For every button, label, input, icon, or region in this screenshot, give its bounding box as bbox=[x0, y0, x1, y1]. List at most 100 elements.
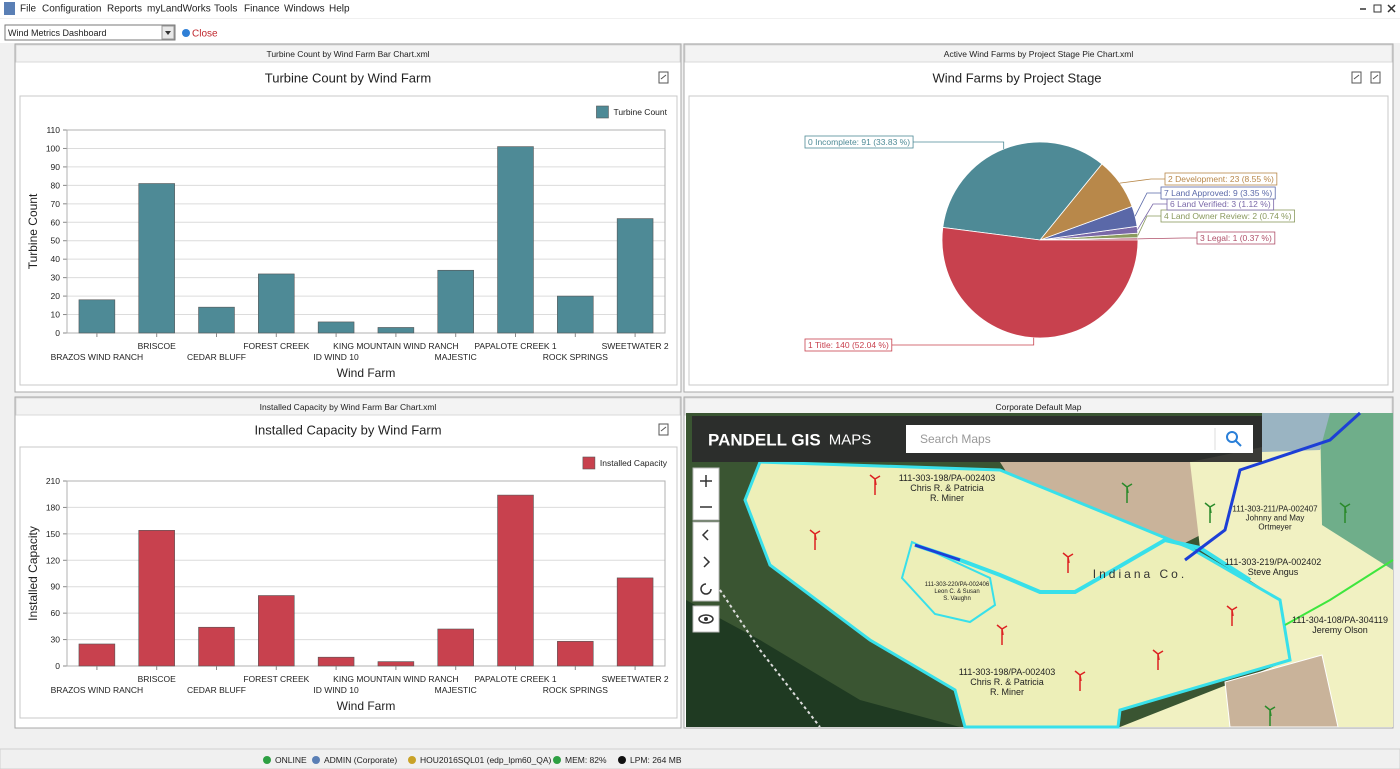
bar bbox=[437, 269, 474, 334]
parcel-small bbox=[900, 540, 997, 624]
y-tick-label: 100 bbox=[46, 143, 60, 153]
bar bbox=[437, 628, 474, 667]
status-icon bbox=[263, 756, 271, 764]
turbine-icon bbox=[1062, 552, 1074, 573]
brand: PANDELL GIS bbox=[708, 431, 821, 450]
parcel-tan-2 bbox=[1224, 654, 1339, 728]
y-tick-label: 150 bbox=[46, 529, 60, 539]
x-tick-label: ROCK SPRINGS bbox=[543, 352, 609, 362]
parcel-label: Steve Angus bbox=[1248, 567, 1299, 577]
legend-swatch bbox=[582, 456, 596, 470]
restore[interactable] bbox=[1373, 4, 1382, 13]
export-icon-line bbox=[1353, 74, 1360, 80]
chart-title: Installed Capacity by Wind Farm bbox=[254, 423, 441, 438]
leader-line bbox=[1137, 215, 1161, 236]
turbine-icon bbox=[1264, 705, 1276, 726]
status-item: MEM: 82% bbox=[565, 755, 607, 765]
close-window[interactable] bbox=[1387, 4, 1396, 13]
close-button[interactable]: Close bbox=[192, 29, 218, 40]
x-tick-label: MAJESTIC bbox=[435, 685, 477, 695]
bar bbox=[616, 577, 654, 667]
menu-item[interactable]: myLandWorks bbox=[147, 4, 211, 15]
reset-view[interactable] bbox=[700, 583, 712, 595]
parcel-label: Johnny and May bbox=[1246, 514, 1305, 523]
bar bbox=[557, 641, 594, 667]
menu-item[interactable]: Tools bbox=[214, 4, 237, 15]
y-tick-label: 30 bbox=[51, 635, 61, 645]
x-tick-label: BRISCOE bbox=[138, 341, 177, 351]
bar bbox=[616, 218, 654, 334]
bar bbox=[317, 656, 355, 667]
pie-slice bbox=[941, 226, 1139, 339]
bar bbox=[258, 595, 295, 667]
y-tick-label: 80 bbox=[51, 180, 61, 190]
y-tick-label: 70 bbox=[51, 199, 61, 209]
pie-label: 7 Land Approved: 9 (3.35 %) bbox=[1164, 188, 1272, 198]
turbine-icon bbox=[1226, 605, 1238, 626]
map-control-group bbox=[692, 521, 720, 602]
search-box[interactable] bbox=[906, 425, 1253, 453]
status-icon bbox=[408, 756, 416, 764]
legend-label: Turbine Count bbox=[613, 107, 667, 117]
x-tick-label: BRAZOS WIND RANCH bbox=[51, 685, 144, 695]
pie-label: 2 Development: 23 (8.55 %) bbox=[1168, 174, 1274, 184]
zoom-in[interactable] bbox=[700, 475, 712, 487]
x-tick-label: KING MOUNTAIN WIND RANCH bbox=[333, 674, 458, 684]
menu-item[interactable]: File bbox=[20, 4, 37, 15]
parcel-label: Chris R. & Patricia bbox=[970, 677, 1044, 687]
panel-title: Turbine Count by Wind Farm Bar Chart.xml bbox=[266, 49, 429, 59]
brand-suffix: MAPS bbox=[829, 432, 872, 449]
panel-header bbox=[684, 44, 1393, 63]
status-item: LPM: 264 MB bbox=[630, 755, 682, 765]
road-blue bbox=[914, 411, 1362, 562]
panel-header bbox=[15, 397, 681, 416]
status-item: HOU2016SQL01 (edp_lpm60_QA) bbox=[420, 755, 552, 765]
y-tick-label: 120 bbox=[46, 555, 60, 565]
y-axis-title: Installed Capacity bbox=[26, 526, 40, 621]
menu-item[interactable]: Help bbox=[329, 4, 350, 15]
menu-item[interactable]: Windows bbox=[284, 4, 325, 15]
dashboard-select[interactable] bbox=[4, 24, 176, 41]
x-axis-title: Wind Farm bbox=[337, 366, 396, 380]
status-icon bbox=[312, 756, 320, 764]
pan-back[interactable] bbox=[701, 529, 709, 541]
pan-forward[interactable] bbox=[703, 556, 711, 568]
y-tick-label: 90 bbox=[51, 582, 61, 592]
x-axis-title: Wind Farm bbox=[337, 699, 396, 713]
search-icon[interactable] bbox=[1226, 431, 1238, 443]
parcel-green bbox=[1320, 413, 1393, 570]
visibility[interactable] bbox=[698, 614, 714, 624]
x-tick-label: BRISCOE bbox=[138, 674, 177, 684]
x-tick-label: ID WIND 10 bbox=[313, 352, 359, 362]
panel-title: Corporate Default Map bbox=[996, 402, 1082, 412]
parcel-label: 111-303-219/PA-002402 bbox=[1225, 557, 1322, 567]
turbine-icon bbox=[869, 474, 881, 495]
pie-label: 6 Land Verified: 3 (1.12 %) bbox=[1170, 199, 1271, 209]
leader-line bbox=[891, 337, 1035, 346]
y-tick-label: 10 bbox=[51, 310, 61, 320]
turbine-icon bbox=[1074, 670, 1086, 691]
plot-area bbox=[66, 129, 666, 334]
y-tick-label: 30 bbox=[51, 273, 61, 283]
status-item: ONLINE bbox=[275, 755, 307, 765]
x-tick-label: PAPALOTE CREEK 1 bbox=[474, 674, 557, 684]
menu-item[interactable]: Configuration bbox=[42, 4, 101, 15]
parcel-label: 111-303-198/PA-002403 bbox=[899, 473, 996, 483]
menu-item[interactable]: Finance bbox=[244, 4, 280, 15]
x-tick-label: FOREST CREEK bbox=[243, 341, 309, 351]
bar bbox=[78, 643, 116, 667]
turbine-icon bbox=[809, 529, 821, 550]
x-tick-label: BRAZOS WIND RANCH bbox=[51, 352, 144, 362]
pie-label: 1 Title: 140 (52.04 %) bbox=[808, 340, 889, 350]
bar bbox=[497, 146, 534, 334]
parcel-label: Leon C. & Susan bbox=[934, 589, 979, 595]
x-tick-label: MAJESTIC bbox=[435, 352, 477, 362]
arrow-glyph bbox=[165, 31, 171, 35]
parcel-blue bbox=[1262, 413, 1330, 452]
export-icon-line bbox=[660, 426, 667, 432]
menu-item[interactable]: Reports bbox=[107, 4, 142, 15]
turbine-icon bbox=[1121, 482, 1133, 503]
parcel-label: 111-303-198/PA-002403 bbox=[959, 667, 1056, 677]
parcel-label: Ortmeyer bbox=[1258, 523, 1292, 532]
